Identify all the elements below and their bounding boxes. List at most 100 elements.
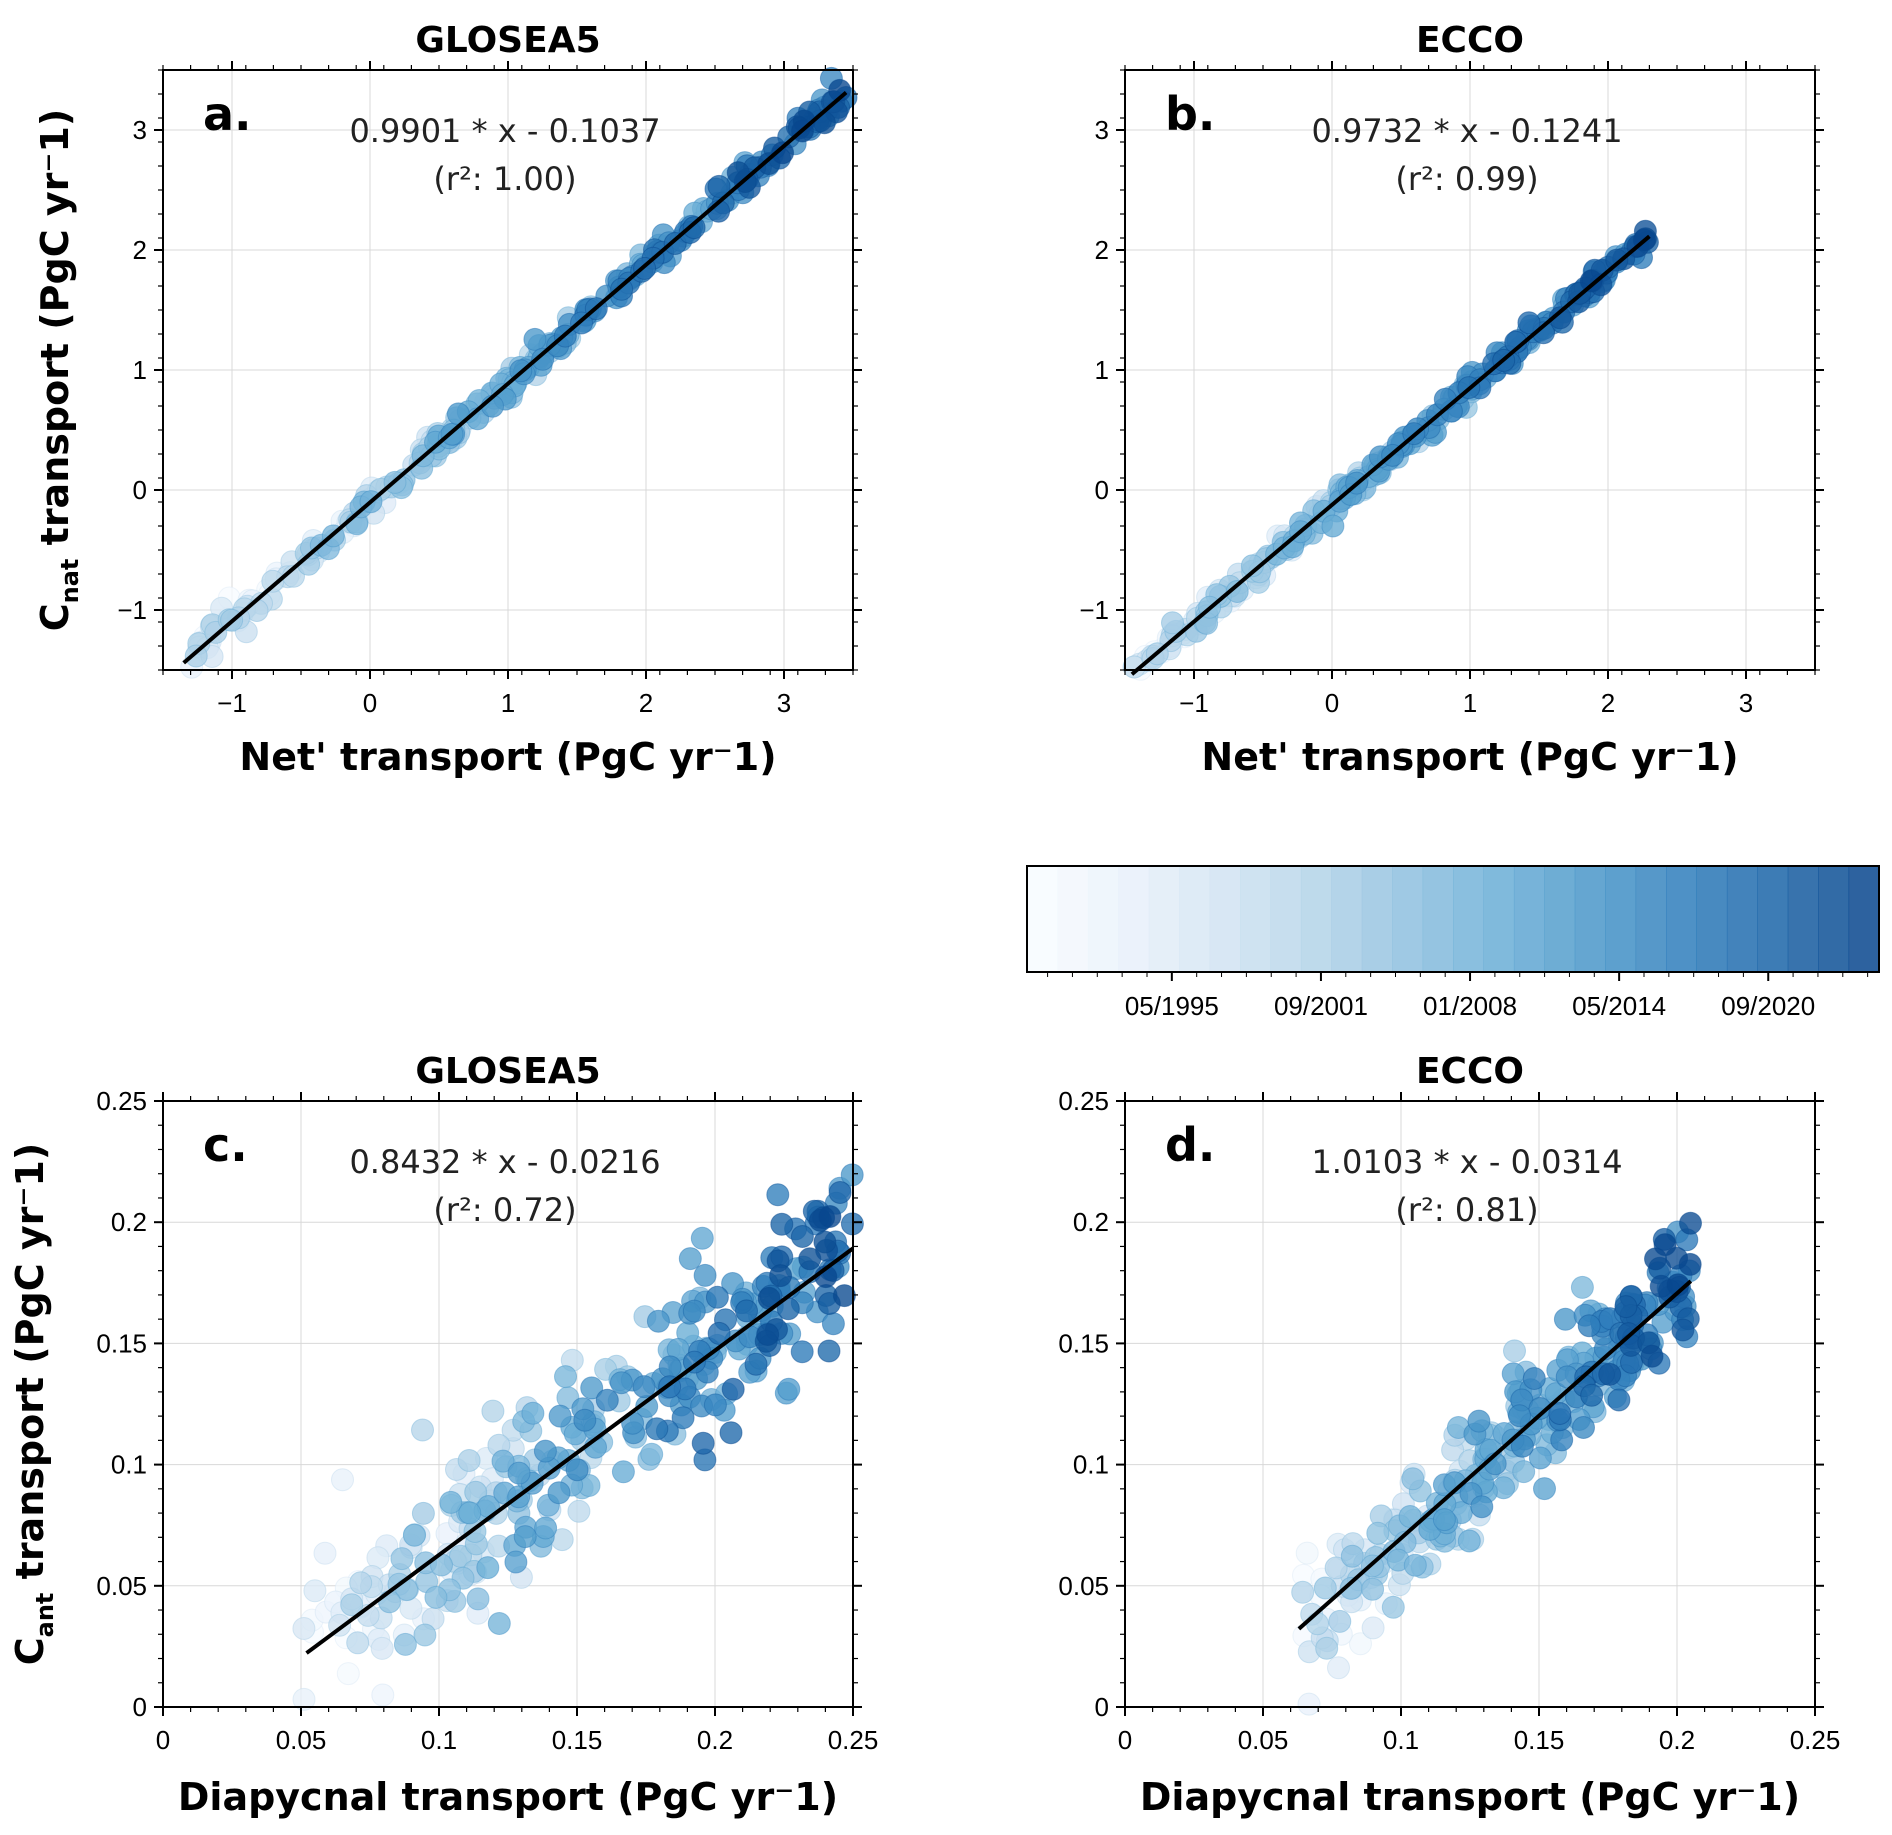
data-point	[790, 1225, 814, 1248]
data-point	[370, 1636, 394, 1660]
colorbar-tick-label: 05/2014	[1572, 991, 1666, 1021]
x-tick-label: 3	[1739, 688, 1753, 718]
x-tick-label: 0.05	[276, 1725, 327, 1755]
fit-equation: 1.0103 * x - 0.0314	[1311, 1143, 1622, 1181]
colorbar-tick-label: 05/1995	[1125, 991, 1219, 1021]
data-point	[766, 1183, 790, 1207]
fit-line	[1130, 234, 1651, 676]
y-tick-label: 0	[133, 1692, 147, 1722]
data-point	[719, 1421, 743, 1445]
y-tick-label: 0.1	[111, 1450, 147, 1480]
x-tick-label: 0.15	[1514, 1725, 1565, 1755]
x-tick-label: 0	[363, 688, 377, 718]
data-point	[458, 1501, 482, 1525]
colorbar-swatch	[1483, 866, 1515, 972]
y-axis-label: Cnat transport (PgC yr⁻1)	[33, 109, 84, 631]
data-point	[1467, 1409, 1491, 1433]
colorbar-swatch	[1148, 866, 1180, 972]
data-point	[1432, 1508, 1456, 1532]
data-point	[292, 1617, 316, 1640]
colorbar-swatch	[1544, 866, 1576, 972]
x-tick-label: 0.15	[552, 1725, 603, 1755]
y-label-main: C	[8, 1637, 52, 1665]
colorbar-swatch	[1300, 866, 1332, 972]
data-point	[678, 1247, 702, 1271]
r2-label: (r²: 0.72)	[433, 1191, 576, 1229]
data-point	[769, 1264, 793, 1288]
y-tick-label: 0	[1095, 475, 1109, 505]
data-point	[1510, 1434, 1534, 1458]
fit-equation: 0.9901 * x - 0.1037	[349, 112, 660, 150]
data-point	[1607, 1388, 1631, 1412]
colorbar-swatch	[1635, 866, 1667, 972]
data-point	[371, 1683, 395, 1707]
data-point	[595, 1388, 619, 1412]
colorbar-tick-label: 09/2001	[1274, 991, 1368, 1021]
colorbar-swatch	[1057, 866, 1089, 972]
data-point	[513, 1525, 537, 1549]
x-tick-label: 0	[1325, 688, 1339, 718]
y-tick-label: 0.25	[1058, 1086, 1109, 1116]
data-point	[1349, 1632, 1372, 1656]
plot-frame	[162, 1100, 854, 1708]
colorbar-swatch	[1270, 866, 1302, 972]
colorbar-swatch	[1240, 866, 1272, 972]
data-point	[1550, 1428, 1574, 1452]
data-point	[1403, 1553, 1427, 1577]
plot-frame	[1124, 1100, 1816, 1708]
data-point	[1533, 1477, 1556, 1501]
y-tick-label: 2	[1095, 235, 1109, 265]
x-tick-label: 0.2	[697, 1725, 733, 1755]
data-point	[292, 1687, 316, 1711]
data-point	[336, 1662, 360, 1686]
data-point	[349, 1571, 373, 1595]
grid	[1125, 70, 1815, 670]
data-point	[523, 327, 547, 351]
panel-c: GLOSEA5 0 0.05 0.1 0.15 0.2 0.2500.050.10.150…	[8, 1051, 878, 1819]
data-point	[817, 1339, 841, 1363]
grid	[163, 70, 853, 670]
data-point	[1503, 1339, 1526, 1363]
y-label-subscript: ant	[31, 1593, 59, 1638]
data-point	[1470, 1495, 1494, 1519]
y-tick-label: 0	[1095, 1692, 1109, 1722]
fit-line	[305, 1246, 855, 1655]
axis-ticks: 0 0.05 0.1 0.15 0.2 0.25 0 0.05 0.1 0.15 0.2 0.25	[1058, 1086, 1840, 1755]
data-point	[1570, 1275, 1594, 1299]
y-label-main: C	[33, 603, 77, 631]
data-point	[610, 277, 634, 301]
data-point	[504, 1550, 528, 1574]
x-tick-label: 2	[1601, 688, 1615, 718]
data-point	[770, 1212, 794, 1236]
regression-line	[1130, 234, 1651, 676]
data-point	[346, 1631, 370, 1655]
data-point	[828, 1181, 852, 1204]
colorbar-swatch	[1209, 866, 1241, 972]
colorbar-swatch	[1696, 866, 1728, 972]
colorbar-swatch	[1574, 866, 1606, 972]
colorbar-swatch	[1027, 866, 1059, 972]
panel-a: GLOSEA5 −1 0 1 2 3 −1 0 1 2 3 a. 0.9901 * x - 0.1…	[33, 20, 862, 779]
data-point	[1577, 1314, 1601, 1338]
fit-line	[1297, 1279, 1693, 1631]
data-point	[1321, 514, 1345, 538]
data-point	[567, 1499, 591, 1523]
data-point	[573, 1408, 597, 1432]
data-point	[658, 1355, 682, 1379]
panel-title: GLOSEA5	[415, 1051, 600, 1092]
data-point	[703, 1393, 727, 1417]
colorbar-tick-label: 09/2020	[1721, 991, 1815, 1021]
colorbar-swatch	[1848, 866, 1880, 972]
data-point	[798, 1247, 822, 1271]
y-tick-label: 3	[133, 115, 147, 145]
y-tick-label: 0.05	[1058, 1571, 1109, 1601]
y-tick-label: −1	[1079, 595, 1109, 625]
x-tick-label: 3	[777, 688, 791, 718]
data-point	[640, 1442, 664, 1466]
data-point	[1366, 1521, 1390, 1545]
data-point	[1579, 269, 1603, 293]
data-point	[707, 1321, 731, 1345]
data-point	[1653, 1233, 1677, 1257]
data-point	[744, 1352, 768, 1376]
colorbar-swatch	[1331, 866, 1363, 972]
